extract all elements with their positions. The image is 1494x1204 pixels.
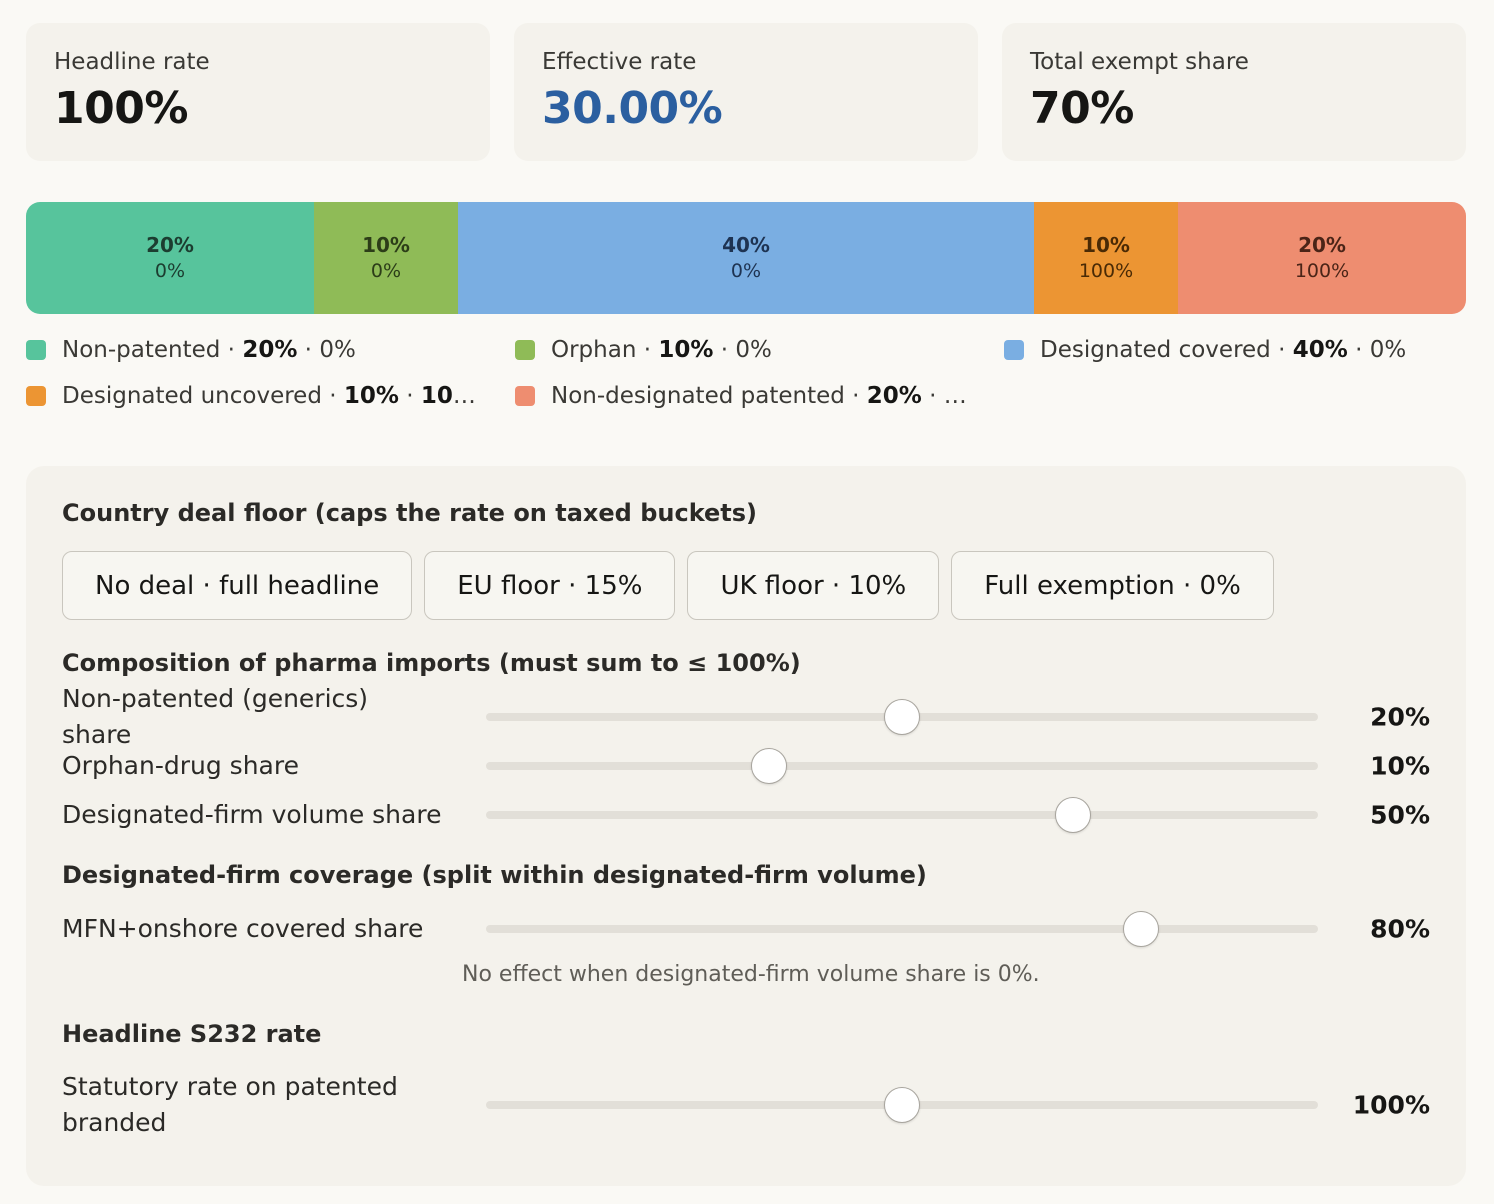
bar-segment-non-designated-patented: 20% 100% (1178, 202, 1466, 314)
slider-value: 20% (1370, 702, 1430, 732)
coverage-title: Designated-firm coverage (split within d… (62, 861, 927, 889)
slider-value: 100% (1352, 1090, 1430, 1120)
segment-rate-label: 100% (1078, 260, 1134, 282)
composition-stacked-bar: 20% 0% 10% 0% 40% 0% 10% 100% 20% 100% (26, 202, 1466, 314)
legend-rate: 0% (1369, 338, 1407, 362)
covered-share-slider[interactable] (486, 911, 1318, 947)
slider-label: MFN+onshore covered share (62, 914, 424, 943)
composition-title: Composition of pharma imports (must sum … (62, 649, 801, 677)
slider-label: Statutory rate on patented branded (62, 1072, 398, 1137)
segment-rate-label: 0% (154, 260, 186, 282)
summary-stats: Headline rate 100% Effective rate 30.00%… (26, 23, 1466, 161)
bar-segment-designated-covered: 40% 0% (458, 202, 1034, 314)
segment-rate-label: 100% (1294, 260, 1350, 282)
slider-row-designated-volume: Designated-firm volume share 50% (62, 795, 1430, 835)
slider-row-covered-share: MFN+onshore covered share 80% (62, 909, 1430, 949)
slider-value: 10% (1370, 751, 1430, 781)
slider-thumb[interactable] (1054, 797, 1091, 833)
slider-thumb[interactable] (884, 1087, 920, 1123)
legend-item-orphan: Orphan · 10% · 0% (515, 338, 1004, 362)
preset-no-deal-button[interactable]: No deal · full headline (62, 551, 413, 620)
legend-share: 40% (1292, 338, 1348, 362)
legend-item-non-designated-patented: Non-designated patented · 20% · 10… (515, 384, 1004, 408)
legend-share: 20% (866, 384, 922, 408)
segment-share-label: 20% (1298, 233, 1346, 257)
preset-eu-floor-button[interactable]: EU floor · 15% (424, 551, 676, 620)
legend-series-name: Orphan (551, 338, 637, 362)
headline-rate-label: Headline rate (54, 49, 210, 75)
slider-value: 80% (1370, 914, 1430, 944)
slider-row-orphan: Orphan-drug share 10% (62, 746, 1430, 786)
legend-rate: 100% (420, 384, 482, 408)
legend-share: 10% (343, 384, 399, 408)
legend-swatch (1004, 340, 1024, 360)
segment-share-label: 10% (1082, 233, 1130, 257)
segment-share-label: 20% (146, 233, 194, 257)
deal-floor-title: Country deal floor (caps the rate on tax… (62, 499, 758, 527)
legend-rate: 0% (735, 338, 772, 362)
headline-rate-value: 100% (54, 83, 188, 134)
legend-swatch (515, 340, 535, 360)
effective-rate-card: Effective rate 30.00% (514, 23, 978, 161)
orphan-slider[interactable] (486, 748, 1318, 784)
legend-item-designated-covered: Designated covered · 40% · 0% (1004, 338, 1466, 362)
bar-segment-orphan: 10% 0% (314, 202, 458, 314)
statutory-rate-slider[interactable] (486, 1087, 1318, 1123)
preset-uk-floor-button[interactable]: UK floor · 10% (687, 551, 940, 620)
headline-rate-title: Headline S232 rate (62, 1020, 322, 1048)
slider-label: Designated-firm volume share (62, 800, 442, 829)
segment-share-label: 40% (722, 233, 770, 257)
non-patented-slider[interactable] (486, 699, 1318, 735)
legend-text: Designated uncovered · 10% · 100% (62, 384, 482, 408)
legend-text: Non-designated patented · 20% · 10… (551, 384, 971, 408)
deal-floor-presets: No deal · full headline EU floor · 15% U… (62, 551, 1274, 620)
legend-rate: 10… (943, 384, 971, 408)
slider-thumb[interactable] (750, 748, 787, 784)
legend-series-name: Designated covered (1040, 338, 1271, 362)
legend-swatch (515, 386, 535, 406)
exempt-share-value: 70% (1030, 83, 1134, 134)
legend-share: 20% (242, 338, 298, 362)
slider-thumb[interactable] (1122, 911, 1159, 947)
segment-rate-label: 0% (370, 260, 402, 282)
legend-swatch (26, 386, 46, 406)
preset-full-exemption-button[interactable]: Full exemption · 0% (951, 551, 1274, 620)
chart-legend: Non-patented · 20% · 0% Orphan · 10% · 0%… (26, 338, 1466, 408)
slider-row-non-patented: Non-patented (generics) share 20% (62, 684, 1430, 749)
designated-volume-slider[interactable] (486, 797, 1318, 833)
exempt-share-card: Total exempt share 70% (1002, 23, 1466, 161)
effective-rate-label: Effective rate (542, 49, 697, 75)
legend-item-designated-uncovered: Designated uncovered · 10% · 100% (26, 384, 515, 408)
legend-item-non-patented: Non-patented · 20% · 0% (26, 338, 515, 362)
legend-series-name: Non-patented (62, 338, 221, 362)
slider-row-statutory-rate: Statutory rate on patented branded 100% (62, 1067, 1430, 1143)
slider-label: Non-patented (generics) share (62, 684, 369, 749)
legend-swatch (26, 340, 46, 360)
slider-value: 50% (1370, 800, 1430, 830)
legend-rate: 0% (319, 338, 356, 362)
coverage-note: No effect when designated-firm volume sh… (462, 962, 1040, 987)
legend-text: Non-patented · 20% · 0% (62, 338, 356, 362)
legend-series-name: Designated uncovered (62, 384, 322, 408)
legend-series-name: Non-designated patented (551, 384, 845, 408)
slider-thumb[interactable] (884, 699, 920, 735)
exempt-share-label: Total exempt share (1030, 49, 1249, 75)
legend-share: 10% (658, 338, 714, 362)
slider-label: Orphan-drug share (62, 751, 299, 780)
legend-text: Orphan · 10% · 0% (551, 338, 772, 362)
segment-rate-label: 0% (730, 260, 762, 282)
bar-segment-non-patented: 20% 0% (26, 202, 314, 314)
bar-segment-designated-uncovered: 10% 100% (1034, 202, 1178, 314)
effective-rate-value: 30.00% (542, 83, 723, 134)
segment-share-label: 10% (362, 233, 410, 257)
controls-panel: Country deal floor (caps the rate on tax… (26, 466, 1466, 1186)
legend-text: Designated covered · 40% · 0% (1040, 338, 1407, 362)
headline-rate-card: Headline rate 100% (26, 23, 490, 161)
